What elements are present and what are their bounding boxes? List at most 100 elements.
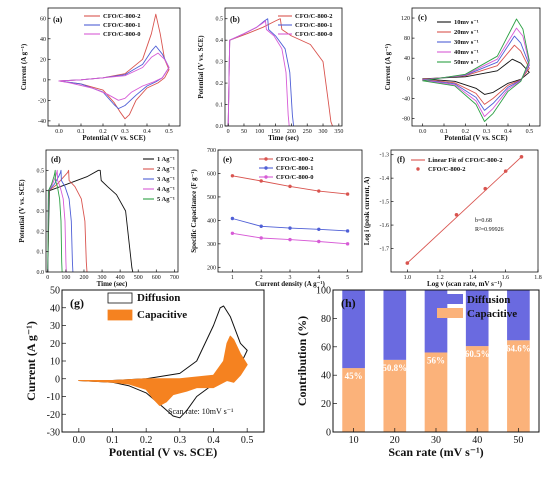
point-e-0-1 (259, 179, 263, 183)
panel-label-g: (g) (70, 296, 84, 310)
xtick-label-a-4: 0.4 (143, 129, 151, 135)
series-g-1 (78, 335, 248, 406)
point-f-1 (454, 212, 459, 217)
panel-label-c: (c) (418, 13, 427, 22)
series-f-0 (406, 156, 522, 264)
series-d-1 (47, 169, 88, 272)
xtick-label-g-2: 0.2 (140, 435, 153, 446)
xtick-label-b-7: 350 (334, 129, 343, 135)
xtick-label-f-2: 1.4 (469, 275, 477, 281)
legend-label-c-0: 10mv s⁻¹ (454, 19, 479, 26)
legend-swatch-h-capacitive (437, 308, 463, 318)
xtick-label-d-1: 100 (61, 275, 70, 281)
xtick-label-b-2: 100 (255, 129, 264, 135)
bar-capacitive-40 (465, 346, 489, 432)
plot-area-c (422, 18, 530, 122)
panel-label-f: (f) (397, 155, 405, 164)
legend-label-d-1: 2 Ag⁻¹ (157, 166, 175, 173)
bar-diffusion-20 (383, 290, 407, 360)
ytick-label-d-5: 0.5 (37, 168, 45, 174)
ytick-label-c-5: 120 (401, 16, 410, 22)
ytick-label-g-1: -20 (47, 410, 60, 421)
ytick-label-g-3: 0 (55, 374, 60, 385)
xaxis-title-a: Potential (V vs. SCE) (82, 134, 146, 142)
ytick-label-g-6: 30 (50, 321, 60, 332)
xtick-label-b-4: 200 (287, 129, 296, 135)
plot-area-h (342, 290, 530, 432)
xtick-label-b-3: 150 (271, 129, 280, 135)
bar-diffusion-50 (507, 290, 530, 341)
xtick-label-b-0: 0 (227, 129, 230, 135)
bar-capacitive-30 (424, 352, 448, 432)
frame-c (411, 7, 541, 127)
point-f-0 (405, 261, 410, 265)
plot-area-f (405, 155, 524, 265)
panel-label-e: (e) (223, 155, 232, 164)
series-d-0 (47, 169, 134, 272)
xaxis-title-h: Scan rate (mV s⁻¹) (388, 445, 483, 459)
xtick-label-e-1: 2 (260, 275, 263, 281)
yaxis-title-e: Specific Capacitance (F g⁻¹) (190, 169, 198, 253)
xaxis-title-d: Time (sec) (97, 280, 128, 288)
panel-d: 0 100 200 300 400 500 600 700 0.0 0.1 0.2 0.3 0.4 0.5… (18, 149, 179, 288)
legend-label-d-3: 4 Ag⁻¹ (157, 186, 175, 193)
panel-b: 0 50 100 150 200 250 300 350 0.0 0.1 0.2 0.3 0.4 0.5 T… (197, 7, 343, 142)
series-a-2 (58, 52, 170, 101)
annotation-f-0: b=0.68 (475, 218, 492, 224)
xaxis-title-b: Time (sec) (268, 134, 299, 142)
ytick-label-d-2: 0.2 (37, 229, 45, 235)
ytick-label-b-5: 0.5 (216, 17, 224, 23)
ytick-label-e-4: 600 (207, 171, 216, 177)
xtick-label-a-3: 0.3 (121, 129, 129, 135)
legend-label-d-0: 1 Ag⁻¹ (157, 156, 175, 163)
legend-label-e-1: CFO/C-800-1 (276, 165, 314, 172)
panel-f: 1.0 1.2 1.4 1.6 1.8 -1.7 -1.6 -1.5 -1.4 -1.3 Log v… (363, 149, 542, 288)
ytick-label-e-0: 200 (207, 265, 216, 271)
legend-label-b-1: CFO/C-800-1 (295, 22, 333, 29)
legend-label-e-0: CFO/C-800-2 (276, 156, 314, 163)
series-a-0 (58, 13, 170, 120)
xtick-label-e-2: 3 (289, 275, 292, 281)
legend-marker-e-1 (264, 166, 268, 170)
legend-marker-e-0 (264, 157, 268, 161)
bar-capacitive-10 (342, 368, 365, 432)
xtick-label-f-1: 1.2 (436, 275, 444, 281)
ytick-label-f-2: -1.5 (380, 200, 390, 206)
ytick-label-c-2: 0 (407, 76, 410, 82)
xtick-label-a-2: 0.2 (99, 129, 107, 135)
panel-label-h: (h) (341, 296, 356, 310)
xtick-label-c-1: 0.1 (440, 129, 448, 135)
annotation-f-1: R²=0.99926 (475, 227, 504, 233)
xaxis-title-g: Potential (V vs. SCE) (109, 445, 217, 459)
series-b-2 (227, 20, 290, 126)
xtick-label-g-4: 0.4 (207, 435, 220, 446)
legend-swatch-g-0 (107, 292, 133, 304)
legend-label-f-1: CFO/C-800-2 (428, 166, 466, 173)
legend-label-f-0: Linear Fit of CFO/C-800-2 (428, 157, 502, 164)
ytick-label-d-4: 0.4 (37, 189, 45, 195)
xtick-label-d-7: 700 (170, 275, 179, 281)
xtick-label-g-1: 0.1 (106, 435, 119, 446)
legend-label-e-2: CFO/C-800-0 (276, 174, 314, 181)
legend-label-g-1: Capacitive (137, 309, 187, 321)
ytick-label-a-5: 60 (40, 16, 46, 22)
series-d-3 (47, 169, 67, 272)
yaxis-title-h: Contribution (%) (295, 316, 309, 406)
series-d-4 (47, 169, 63, 272)
ytick-label-g-8: 50 (50, 286, 60, 297)
yaxis-title-f: Log i (peak current, A) (363, 176, 371, 245)
annotation-g: Scan rate: 10mV s⁻¹ (168, 407, 234, 416)
ytick-label-a-0: -40 (38, 119, 46, 125)
yaxis-title-b: Potential (V vs. SCE) (197, 35, 205, 99)
ytick-label-h-3: 60 (321, 342, 331, 353)
ytick-label-g-4: 10 (50, 357, 60, 368)
point-e-0-4 (345, 192, 350, 196)
yaxis-title-c: Current (A g⁻¹) (384, 43, 392, 90)
xtick-label-b-1: 50 (241, 129, 247, 135)
ytick-label-h-4: 80 (321, 314, 331, 325)
legend-label-h-capacitive: Capacitive (467, 308, 517, 320)
ytick-label-c-1: -40 (402, 96, 410, 102)
legend-label-a-2: CFO/C-800-0 (103, 31, 141, 38)
ytick-label-g-7: 40 (50, 303, 60, 314)
